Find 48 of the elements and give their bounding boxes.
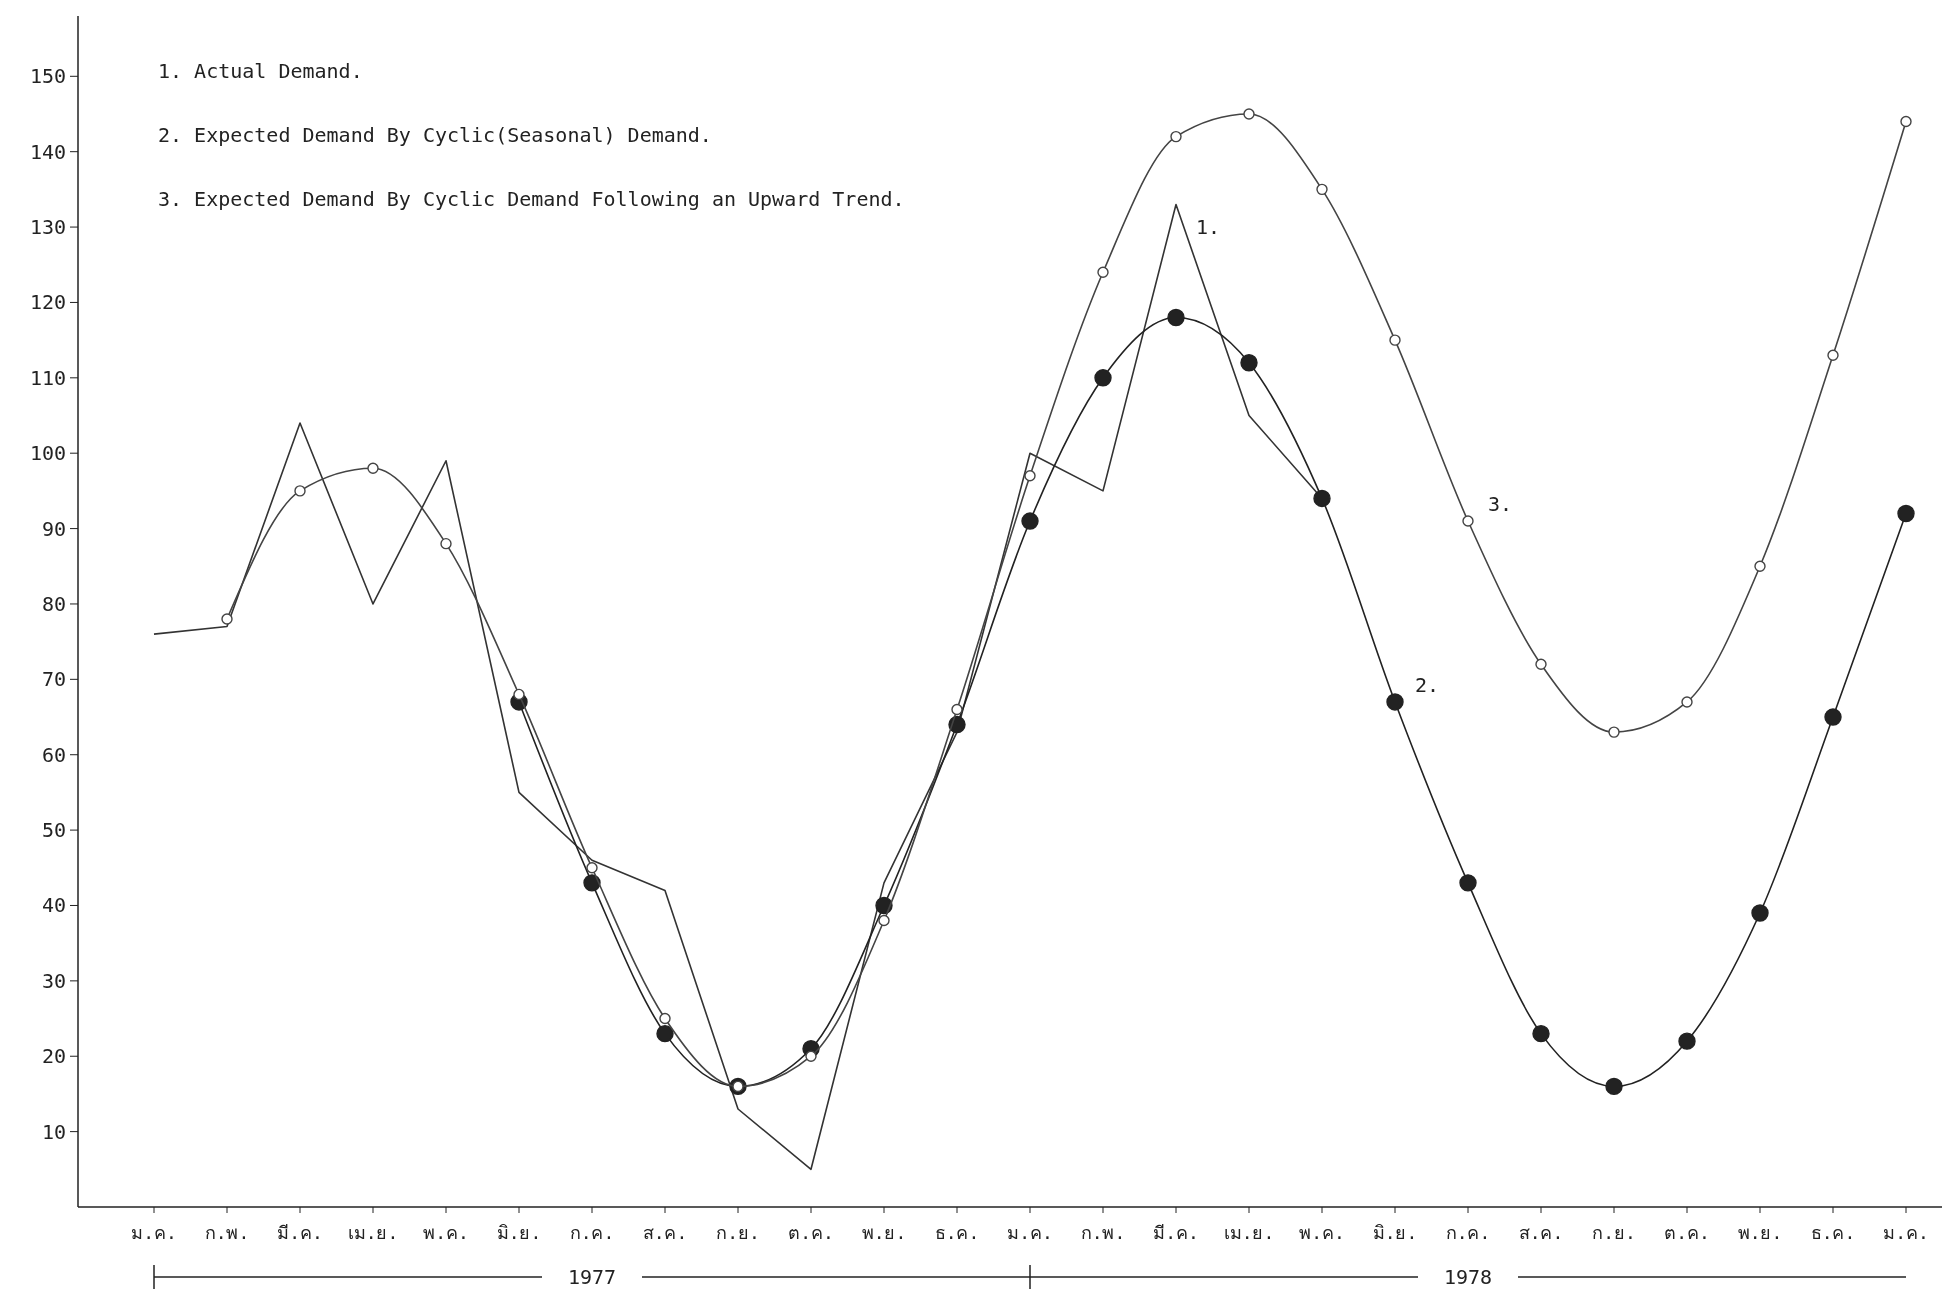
x-tick-label: ต.ค. <box>1664 1222 1710 1243</box>
x-tick-label: ม.ค. <box>131 1222 177 1243</box>
y-tick-label: 140 <box>29 139 66 164</box>
y-tick-label: 110 <box>29 365 66 390</box>
x-tick-label: ก.ค. <box>569 1222 615 1243</box>
x-tick-label: ธ.ค. <box>934 1222 980 1243</box>
y-tick-label: 40 <box>41 893 66 918</box>
y-tick-label: 30 <box>41 968 66 993</box>
x-tick-label: มิ.ย. <box>1372 1222 1418 1243</box>
x-tick-label: มิ.ย. <box>496 1222 542 1243</box>
x-tick-label: พ.ย. <box>861 1222 907 1243</box>
x-tick-label: ก.พ. <box>204 1222 250 1243</box>
y-tick-label: 60 <box>41 742 66 767</box>
x-tick-label: พ.ค. <box>1299 1222 1345 1243</box>
y-tick-label: 50 <box>41 818 66 843</box>
y-tick-label: 100 <box>29 441 66 466</box>
y-tick-label: 120 <box>29 290 66 315</box>
x-tick-label: เม.ย. <box>347 1222 399 1243</box>
x-tick-label: เม.ย. <box>1223 1222 1275 1243</box>
annotation: 3. Expected Demand By Cyclic Demand Following an Upward Trend. <box>158 187 905 211</box>
x-tick-label: ส.ค. <box>642 1222 688 1243</box>
text: 1978 <box>1443 1265 1493 1289</box>
x-tick-label: ธ.ค. <box>1810 1222 1856 1243</box>
y-tick-label: 20 <box>41 1044 66 1069</box>
x-tick-label: ก.ค. <box>1445 1222 1491 1243</box>
series-label: 1. <box>1196 215 1221 240</box>
x-tick-label: ก.พ. <box>1080 1222 1126 1243</box>
x-tick-label: มี.ค. <box>1153 1222 1199 1243</box>
series-label: 2. <box>1415 672 1440 697</box>
y-tick-label: 90 <box>41 516 66 541</box>
x-tick-label: ม.ค. <box>1007 1222 1053 1243</box>
y-tick-label: 80 <box>41 591 66 616</box>
annotation: 2. Expected Demand By Cyclic(Seasonal) Demand. <box>158 123 712 147</box>
x-tick-label: ส.ค. <box>1518 1222 1564 1243</box>
x-tick-label: พ.ค. <box>423 1222 469 1243</box>
y-tick-label: 130 <box>29 215 66 240</box>
x-tick-label: ม.ค. <box>1883 1222 1929 1243</box>
text: 1977 <box>567 1265 617 1289</box>
annotation: 1. Actual Demand. <box>158 59 363 83</box>
x-tick-label: ก.ย. <box>716 1222 760 1243</box>
x-tick-label: มี.ค. <box>277 1222 323 1243</box>
y-tick-label: 150 <box>29 64 66 89</box>
x-tick-label: ก.ย. <box>1592 1222 1636 1243</box>
x-tick-label: ต.ค. <box>788 1222 834 1243</box>
x-tick-label: พ.ย. <box>1737 1222 1783 1243</box>
y-tick-label: 70 <box>41 667 66 692</box>
series-label: 3. <box>1488 492 1513 517</box>
y-tick-label: 10 <box>41 1119 66 1144</box>
